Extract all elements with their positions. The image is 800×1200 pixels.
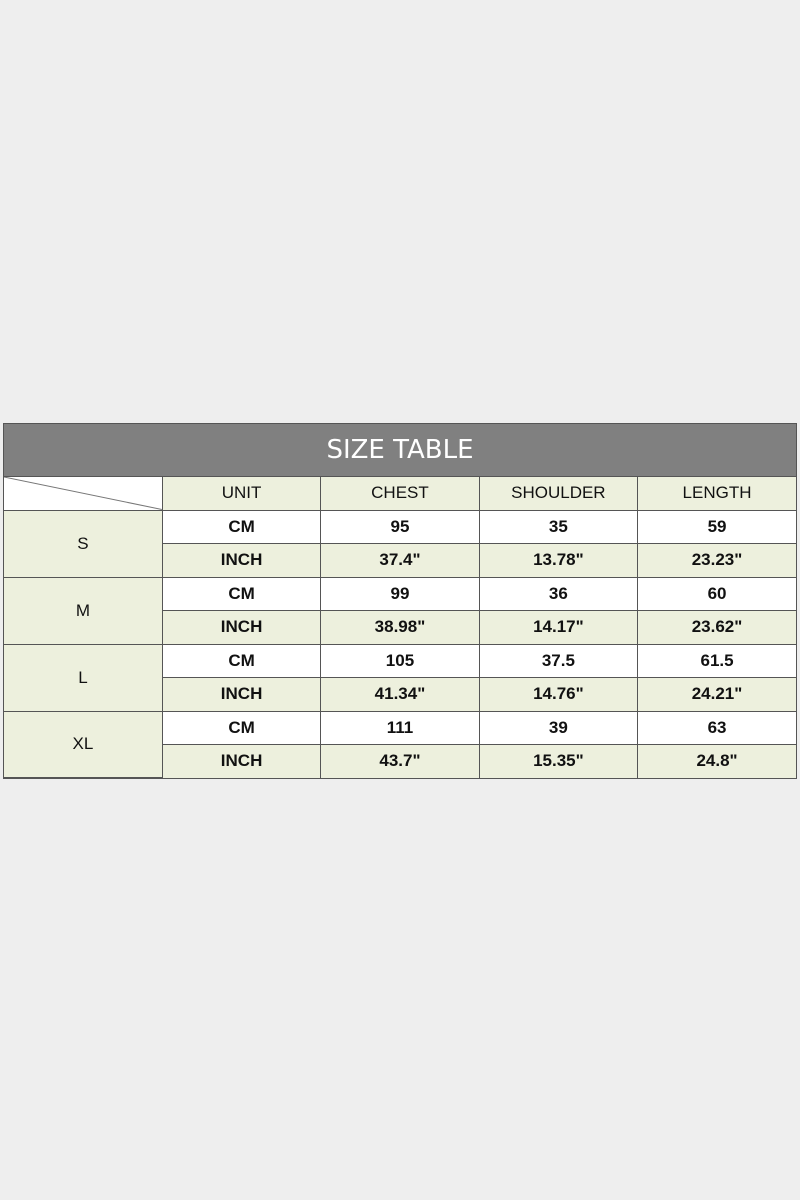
value-cell: 60 [637,576,796,611]
value-cell: 41.34" [320,677,480,712]
value-cell: 13.78" [478,543,639,578]
value-cell: 23.23" [637,543,796,578]
table-row: INCH 38.98" 14.17" 23.62" [4,610,796,645]
size-label: S [4,509,163,578]
value-cell: 61.5 [637,643,796,678]
value-cell: 14.76" [478,677,639,712]
size-label: XL [4,710,163,778]
table-row: M CM 99 36 60 [4,576,796,645]
unit-cell: CM [161,643,322,678]
value-cell: 38.98" [320,610,480,645]
value-cell: 105 [320,643,480,678]
value-cell: 24.21" [637,677,796,712]
unit-cell: INCH [162,744,322,778]
unit-cell: CM [161,710,322,745]
size-label: L [4,643,163,712]
value-cell: 43.7" [320,744,480,778]
table-row: INCH 43.7" 15.35" 24.8" [4,744,796,778]
value-cell: 95 [320,509,480,544]
table-row: S CM 95 35 59 [4,509,796,578]
header-unit: UNIT [161,477,322,511]
header-shoulder: SHOULDER [478,477,639,511]
header-row: UNIT CHEST SHOULDER LENGTH [4,477,796,511]
value-cell: 63 [637,710,796,745]
unit-cell: CM [161,576,322,611]
value-cell: 99 [320,576,480,611]
value-cell: 111 [320,710,480,745]
header-chest: CHEST [320,477,480,511]
header-length: LENGTH [637,477,796,511]
value-cell: 23.62" [637,610,796,645]
value-cell: 24.8" [637,744,796,778]
table-row: L CM 105 37.5 61.5 [4,643,796,712]
unit-cell: INCH [162,610,322,645]
value-cell: 36 [478,576,639,611]
value-cell: 35 [478,509,639,544]
table-title: SIZE TABLE [4,424,796,477]
value-cell: 15.35" [478,744,639,778]
value-cell: 39 [478,710,639,745]
unit-cell: INCH [162,543,322,578]
size-label: M [4,576,163,645]
table-row: XL CM 111 39 63 [4,710,796,778]
corner-cell [4,477,163,511]
value-cell: 37.5 [478,643,639,678]
value-cell: 14.17" [478,610,639,645]
value-cell: 59 [637,509,796,544]
unit-cell: INCH [162,677,322,712]
unit-cell: CM [161,509,322,544]
value-cell: 37.4" [320,543,480,578]
